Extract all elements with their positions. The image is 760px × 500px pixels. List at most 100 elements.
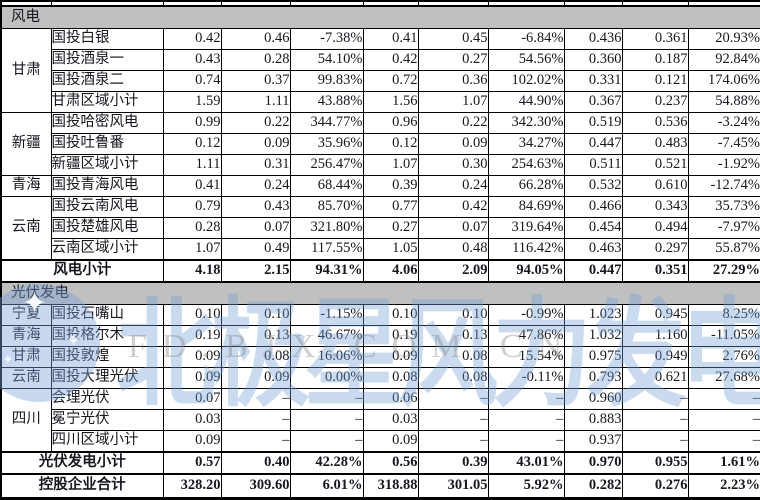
table-row: 冕宁光伏 0.03– –0.03– –0.883– – bbox=[1, 409, 760, 431]
value-cell: 0.519 bbox=[563, 112, 623, 134]
value-cell: 0.37 bbox=[220, 70, 291, 92]
value-cell: – bbox=[687, 388, 760, 410]
summary-value-cell: 2.09 bbox=[417, 259, 489, 283]
value-cell: – bbox=[487, 430, 565, 453]
company-cell: 国投青海风电 bbox=[50, 175, 164, 197]
company-cell: 国投酒泉二 bbox=[50, 70, 164, 92]
region-cell: 四川 bbox=[0, 388, 52, 453]
value-cell: – bbox=[687, 430, 760, 453]
value-cell: 0.610 bbox=[621, 175, 689, 197]
value-cell: 44.90% bbox=[487, 91, 565, 113]
summary-value-cell: 2.15 bbox=[220, 259, 291, 283]
value-cell: 0.00% bbox=[289, 367, 364, 389]
region-cell: 云南 bbox=[0, 367, 52, 389]
table-row: 甘肃区域小计 1.59 1.11 43.88% 1.56 1.07 44.90% 0.367 0… bbox=[1, 91, 760, 113]
company-cell: 新疆区域小计 bbox=[50, 154, 164, 176]
value-cell: 0.09 bbox=[162, 346, 222, 368]
value-cell: 0.13 bbox=[417, 325, 489, 347]
value-cell: 0.22 bbox=[417, 112, 489, 134]
value-cell: – bbox=[621, 430, 689, 453]
value-cell: 0.09 bbox=[220, 133, 291, 155]
value-cell: 0.41 bbox=[362, 28, 419, 50]
value-cell: 0.99 bbox=[162, 112, 222, 134]
value-cell: 46.67% bbox=[289, 325, 364, 347]
value-cell: 1.56 bbox=[362, 91, 419, 113]
value-cell: 0.621 bbox=[621, 367, 689, 389]
value-cell: 0.24 bbox=[417, 175, 489, 197]
value-cell: 0.39 bbox=[362, 175, 419, 197]
value-cell: 0.22 bbox=[220, 112, 291, 134]
summary-value-cell: 43.01% bbox=[487, 451, 565, 475]
value-cell: 1.05 bbox=[362, 238, 419, 261]
value-cell: 0.297 bbox=[621, 238, 689, 261]
value-cell: 0.454 bbox=[563, 217, 623, 239]
table-row: 宁夏 国投石嘴山 0.10 0.10 -1.15% 0.10 0.10 -0.99% 1.023… bbox=[0, 304, 760, 326]
value-cell: 0.08 bbox=[417, 346, 489, 368]
value-cell: 0.121 bbox=[621, 70, 689, 92]
summary-value-cell: 0.276 bbox=[621, 473, 689, 499]
region-cell: 青海 bbox=[0, 175, 52, 197]
summary-value-cell: 27.29% bbox=[687, 259, 760, 283]
value-cell: 0.447 bbox=[563, 133, 623, 155]
table-row: 新疆区域小计 1.11 0.31 256.47% 1.07 0.30 254.63% 0.51… bbox=[1, 154, 760, 176]
value-cell: – bbox=[417, 388, 489, 410]
value-cell: 0.06 bbox=[362, 388, 419, 410]
value-cell: 54.88% bbox=[687, 91, 760, 113]
value-cell: 0.46 bbox=[220, 28, 291, 50]
company-cell: 国投云南风电 bbox=[50, 196, 164, 218]
value-cell: 8.25% bbox=[687, 304, 760, 326]
value-cell: 0.45 bbox=[417, 28, 489, 50]
value-cell: 321.80% bbox=[289, 217, 364, 239]
value-cell: 0.937 bbox=[563, 430, 623, 453]
summary-row-label: 光伏发电小计 bbox=[0, 451, 164, 475]
value-cell: 0.74 bbox=[162, 70, 222, 92]
company-cell: 云南区域小计 bbox=[50, 238, 164, 261]
value-cell: 0.36 bbox=[417, 70, 489, 92]
value-cell: 0.42 bbox=[162, 28, 222, 50]
subtotal-row: 光伏发电小计 0.57 0.40 42.28% 0.56 0.39 43.01% 0.970 0… bbox=[0, 451, 760, 475]
value-cell: 0.521 bbox=[621, 154, 689, 176]
value-cell: 92.84% bbox=[687, 49, 760, 71]
value-cell: 54.56% bbox=[487, 49, 565, 71]
region-cell: 宁夏 bbox=[0, 304, 52, 326]
value-cell: 0.27 bbox=[362, 217, 419, 239]
region-cell: 甘肃 bbox=[0, 28, 52, 113]
value-cell: 0.28 bbox=[162, 217, 222, 239]
summary-value-cell: 0.56 bbox=[362, 451, 419, 475]
value-cell: -12.74% bbox=[687, 175, 760, 197]
company-cell: 国投哈密风电 bbox=[50, 112, 164, 134]
value-cell: – bbox=[289, 409, 364, 431]
value-cell: 1.07 bbox=[162, 238, 222, 261]
summary-row-label: 风电小计 bbox=[0, 259, 164, 283]
company-cell: 国投白银 bbox=[50, 28, 164, 50]
table-row: 国投酒泉一 0.43 0.28 54.10% 0.42 0.27 54.56% 0.360 0.… bbox=[1, 49, 760, 71]
value-cell: 0.949 bbox=[621, 346, 689, 368]
value-cell: 342.30% bbox=[487, 112, 565, 134]
value-cell: – bbox=[487, 388, 565, 410]
summary-value-cell: 42.28% bbox=[289, 451, 364, 475]
value-cell: -7.97% bbox=[687, 217, 760, 239]
summary-value-cell: 5.92% bbox=[487, 473, 565, 499]
value-cell: 47.86% bbox=[487, 325, 565, 347]
table-row: 国投楚雄风电 0.28 0.07 321.80% 0.27 0.07 319.64% 0.45… bbox=[1, 217, 760, 239]
value-cell: – bbox=[621, 388, 689, 410]
table-row: 青海 国投格尔木 0.19 0.13 46.67% 0.19 0.13 47.86% 1.032… bbox=[0, 325, 760, 347]
value-cell: 0.511 bbox=[563, 154, 623, 176]
value-cell: 344.77% bbox=[289, 112, 364, 134]
value-cell: 0.975 bbox=[563, 346, 623, 368]
value-cell: 0.187 bbox=[621, 49, 689, 71]
value-cell: – bbox=[220, 409, 291, 431]
value-cell: 2.76% bbox=[687, 346, 760, 368]
value-cell: 117.55% bbox=[289, 238, 364, 261]
summary-value-cell: 94.31% bbox=[289, 259, 364, 283]
value-cell: 68.44% bbox=[289, 175, 364, 197]
section-header-row: 风电 bbox=[0, 5, 760, 29]
value-cell: 16.06% bbox=[289, 346, 364, 368]
value-cell: -1.92% bbox=[687, 154, 760, 176]
value-cell: 256.47% bbox=[289, 154, 364, 176]
value-cell: 55.87% bbox=[687, 238, 760, 261]
value-cell: 0.494 bbox=[621, 217, 689, 239]
value-cell: 1.59 bbox=[162, 91, 222, 113]
